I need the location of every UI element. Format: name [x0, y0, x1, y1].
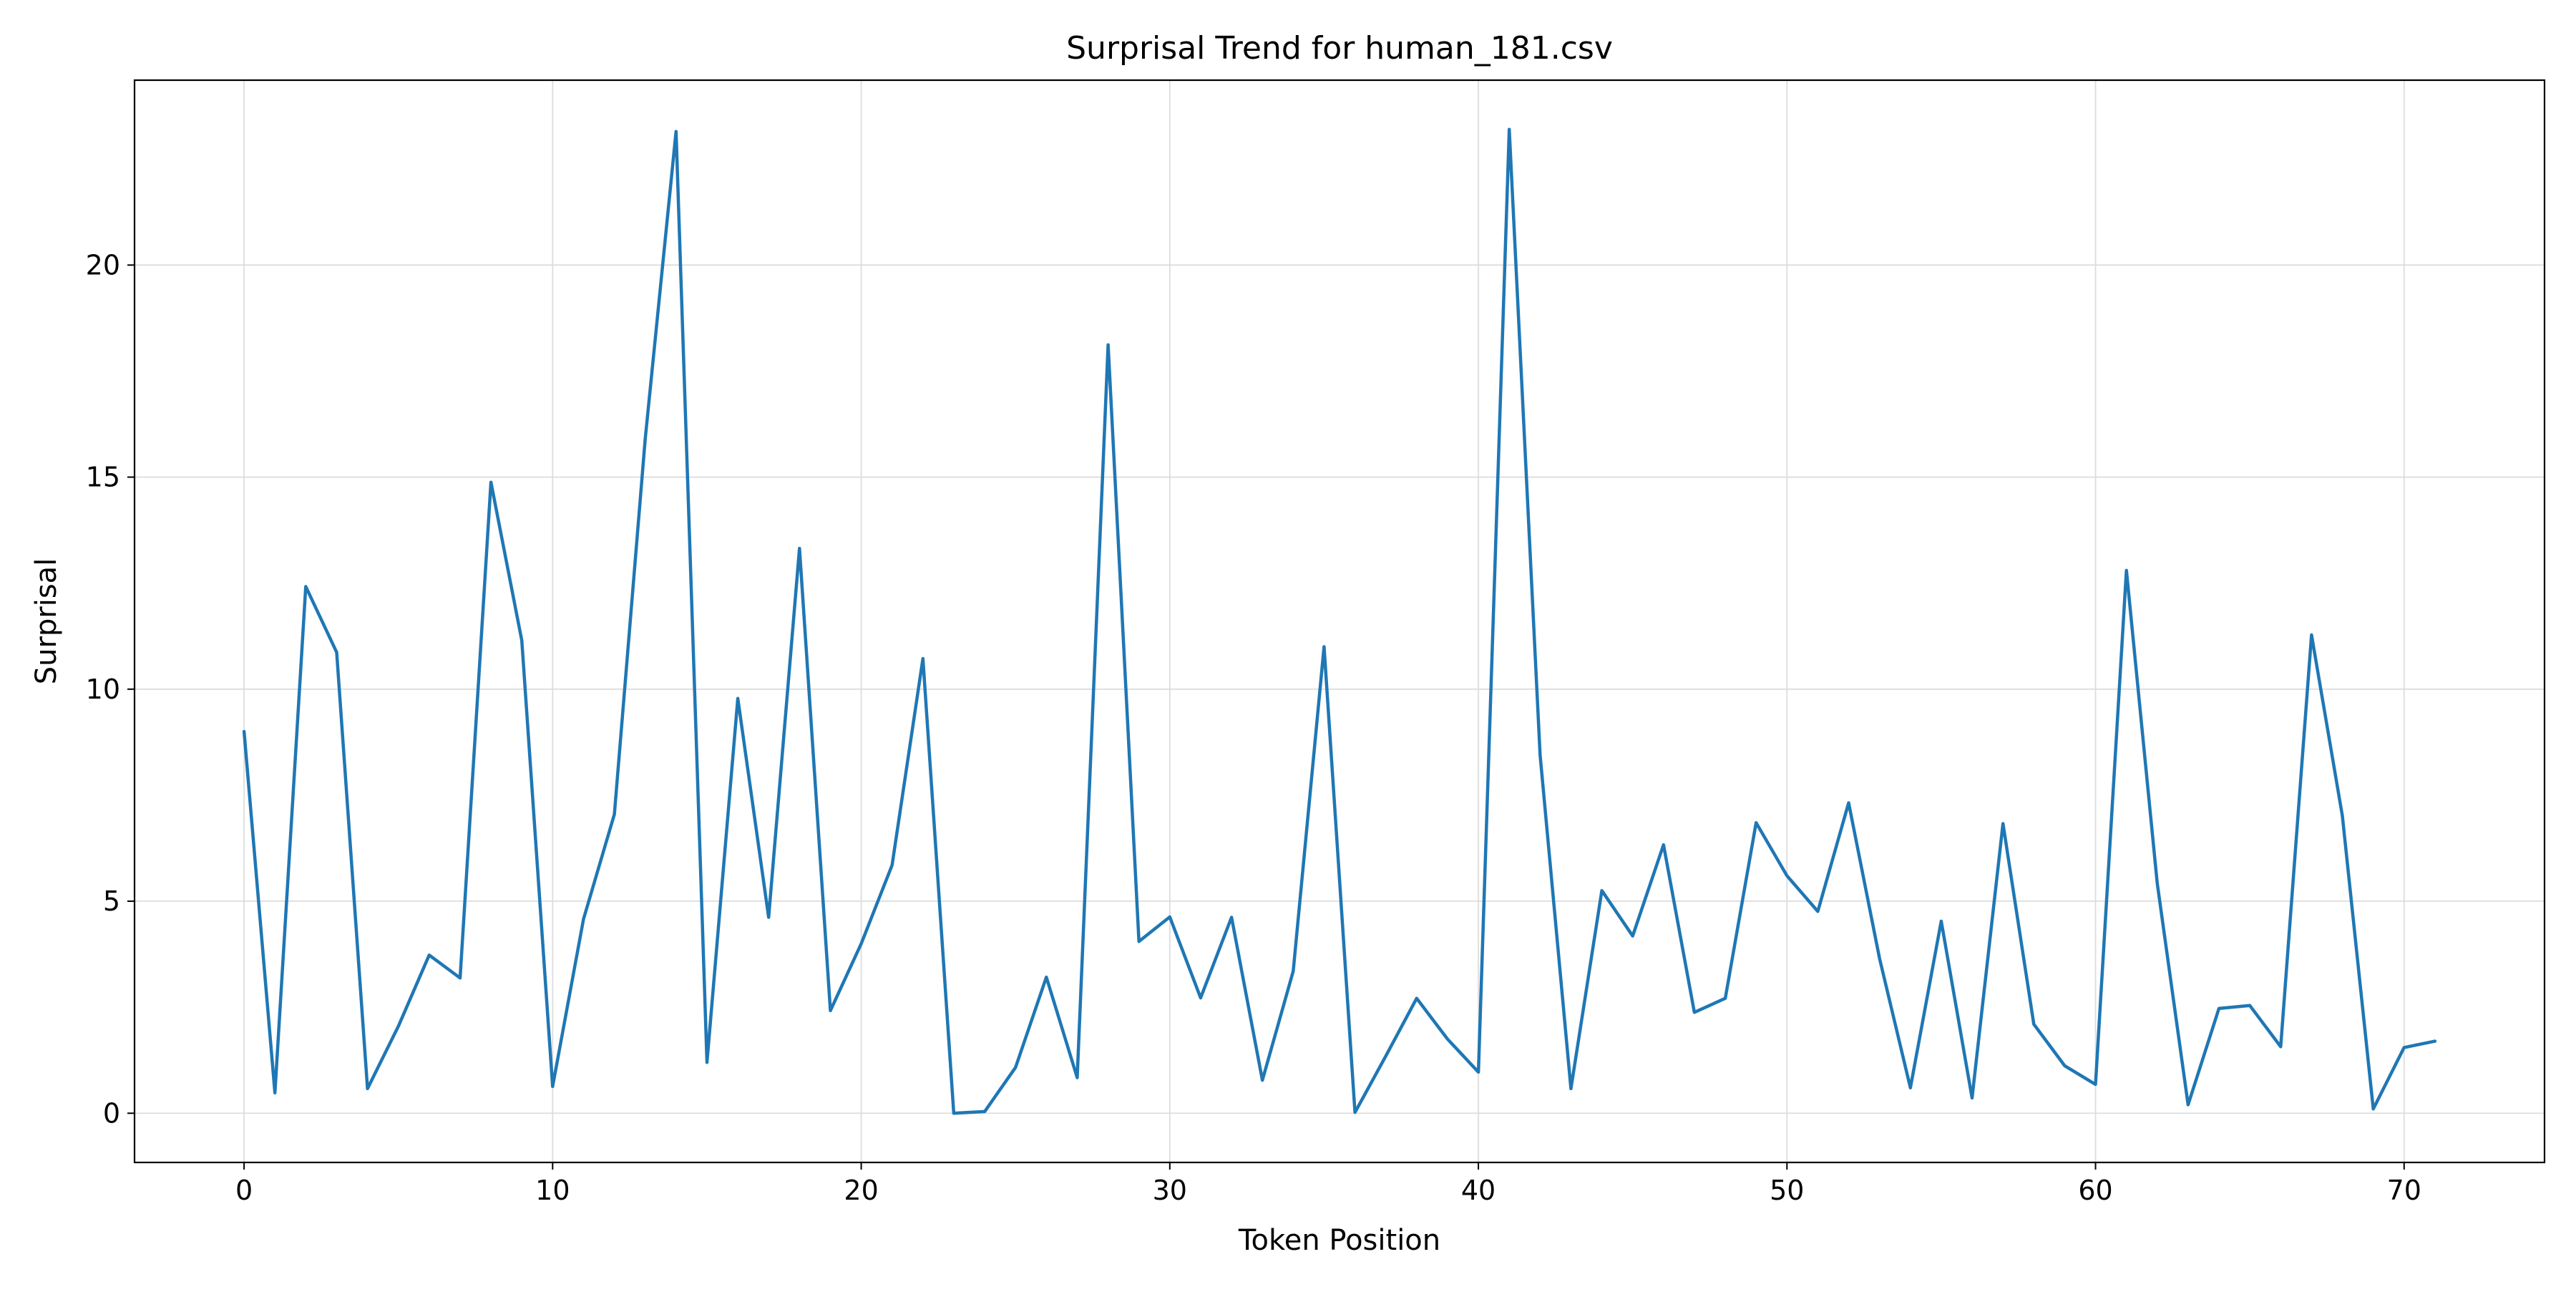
x-tick-label: 10 [535, 1175, 570, 1206]
x-tick-label: 40 [1461, 1175, 1496, 1206]
series-line [242, 127, 2437, 1115]
x-tick-label: 60 [2078, 1175, 2112, 1206]
x-tick-label: 70 [2387, 1175, 2421, 1206]
x-axis-label: Token Position [1238, 1224, 1440, 1257]
y-tick-label: 0 [103, 1097, 120, 1129]
chart-title: Surprisal Trend for human_181.csv [1066, 30, 1613, 67]
x-tick-label: 50 [1770, 1175, 1804, 1206]
y-tick-label: 20 [86, 249, 120, 281]
x-tick-label: 0 [235, 1175, 253, 1206]
y-tick-label: 10 [86, 674, 120, 705]
y-tick-label: 5 [103, 885, 120, 917]
x-tick-label: 30 [1153, 1175, 1187, 1206]
y-tick-label: 15 [86, 462, 120, 493]
y-axis-label: Surprisal [30, 558, 63, 685]
x-tick-label: 20 [844, 1175, 878, 1206]
plot-frame [133, 79, 2546, 1164]
